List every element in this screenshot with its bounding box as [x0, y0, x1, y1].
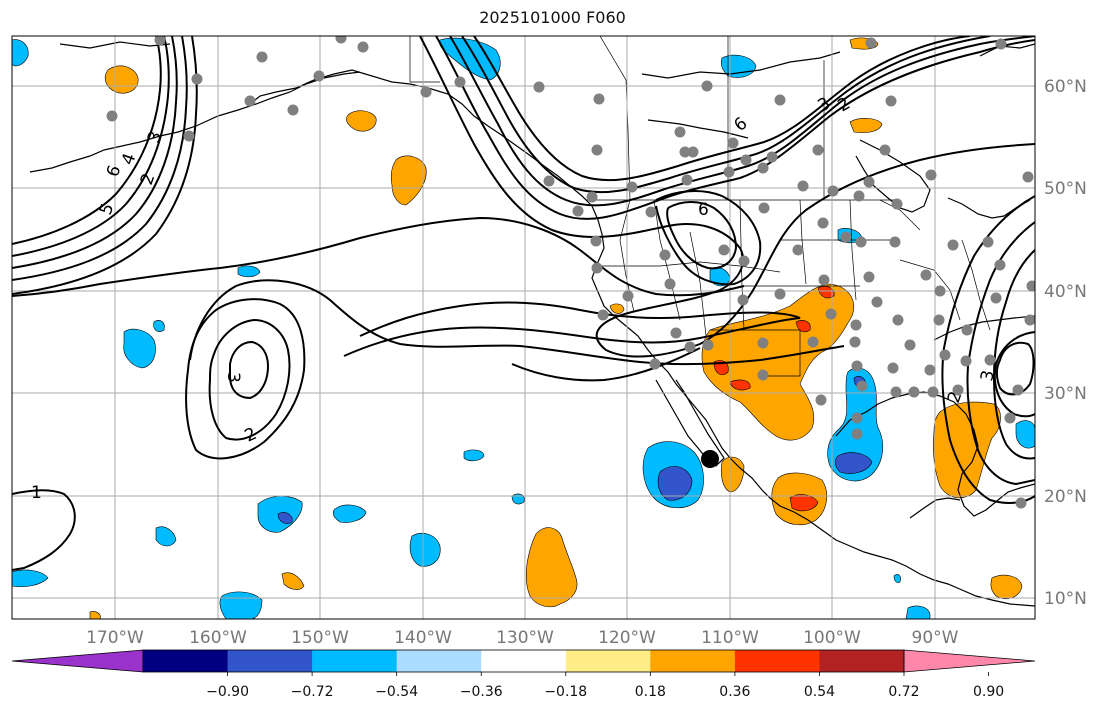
- storm-center-marker: [701, 450, 719, 468]
- lon-label: 140°W: [394, 628, 452, 648]
- lat-label: 60°N: [1044, 77, 1087, 97]
- colorbar-tick-label: 0.72: [888, 684, 919, 700]
- contour-label: 3: [223, 372, 243, 383]
- contour-label: 1: [31, 483, 42, 503]
- lon-label: 170°W: [86, 628, 144, 648]
- colorbar-segment: [481, 650, 567, 672]
- lat-label: 10°N: [1044, 589, 1087, 609]
- colorbar-tick-label: −0.18: [544, 684, 587, 700]
- lat-label: 50°N: [1044, 179, 1087, 199]
- map-title: 2025101000 F060: [479, 8, 626, 27]
- colorbar-segment: [650, 650, 736, 672]
- colorbar-tick-label: −0.36: [460, 684, 503, 700]
- lon-label: 110°W: [701, 628, 759, 648]
- map-frame: [11, 35, 1036, 620]
- lon-label: 150°W: [291, 628, 349, 648]
- colorbar-segment: [312, 650, 398, 672]
- lat-label: 30°N: [1044, 384, 1087, 404]
- lon-label: 100°W: [803, 628, 861, 648]
- colorbar-segment: [734, 650, 820, 672]
- latitude-labels: 60°N 50°N 40°N 30°N 20°N 10°N: [1044, 77, 1087, 609]
- colorbar-tick-label: −0.90: [206, 684, 249, 700]
- colorbar: −0.90 −0.72 −0.54 −0.36 −0.18 0.18 0.36 0.54 0.7…: [11, 649, 1036, 700]
- lon-label: 130°W: [496, 628, 554, 648]
- station-markers: [106, 36, 1035, 509]
- colorbar-tick-label: 0.36: [719, 684, 750, 700]
- contour-label: 3: [977, 369, 999, 383]
- colorbar-segment: [143, 650, 229, 672]
- contour-label: 6: [698, 200, 709, 220]
- colorbar-tick-label: 0.18: [635, 684, 666, 700]
- lon-label: 120°W: [598, 628, 656, 648]
- colorbar-tick-label: −0.72: [291, 684, 334, 700]
- colorbar-extension-high: [903, 649, 1036, 673]
- colorbar-tick-label: 0.90: [973, 684, 1004, 700]
- colorbar-extension-low: [11, 649, 144, 673]
- colorbar-segment: [396, 650, 482, 672]
- longitude-labels: 170°W 160°W 150°W 140°W 130°W 120°W 110°…: [86, 628, 959, 648]
- graticule: [12, 36, 1035, 619]
- colorbar-segment: [227, 650, 313, 672]
- map-area: [12, 36, 1035, 619]
- lon-label: 90°W: [912, 628, 959, 648]
- contour-lines: [12, 36, 1035, 571]
- colorbar-outline: [142, 649, 905, 673]
- colorbar-tick-label: −0.54: [375, 684, 418, 700]
- lat-label: 20°N: [1044, 487, 1087, 507]
- colorbar-segment: [565, 650, 651, 672]
- colorbar-tick-label: 0.54: [804, 684, 835, 700]
- colorbar-segment: [819, 650, 905, 672]
- lon-label: 160°W: [189, 628, 247, 648]
- lat-label: 40°N: [1044, 282, 1087, 302]
